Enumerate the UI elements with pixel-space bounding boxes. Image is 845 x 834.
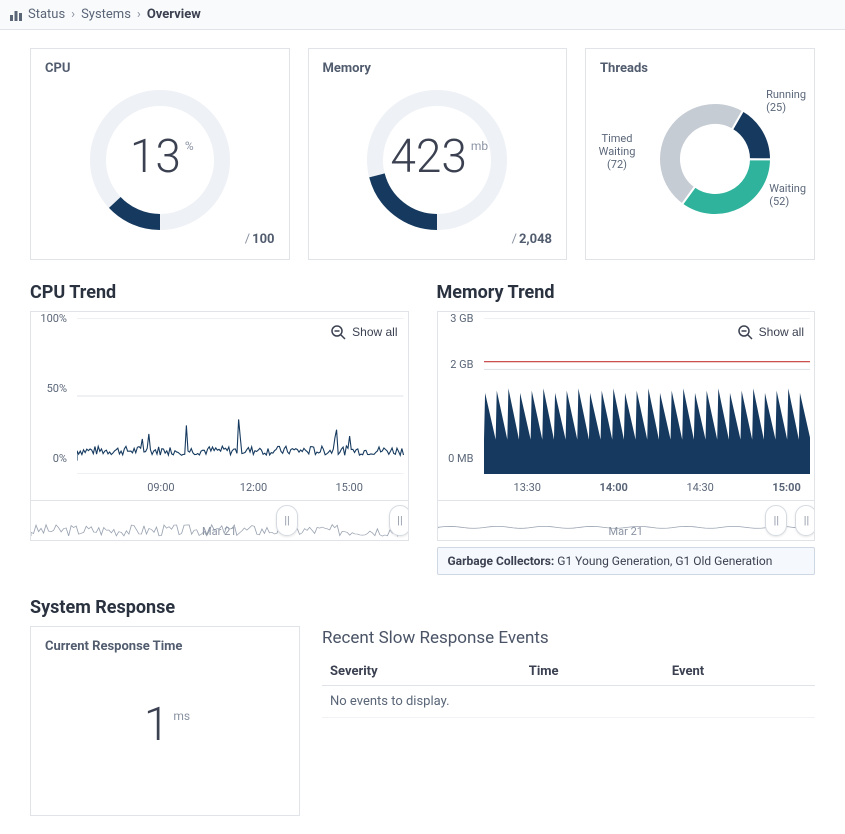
slow-events-title: Recent Slow Response Events (322, 628, 815, 648)
cpu-trend-section: CPU Trend Show all 100%50%0% 09:0012:001… (30, 260, 409, 575)
breadcrumb: Status › Systems › Overview (0, 0, 845, 30)
chart-icon (10, 9, 22, 21)
threads-donut (650, 94, 780, 224)
memory-value: 423 (390, 130, 467, 184)
brush-handle[interactable]: || (389, 505, 409, 536)
memory-of: / 2,048 (323, 232, 553, 247)
memory-trend-chart: Show all 0 MB2 GB3 GB 13:3014:0014:3015:… (437, 311, 816, 501)
brush-handle[interactable]: || (795, 505, 815, 536)
chevron-right-icon: › (71, 7, 75, 22)
breadcrumb-link-systems[interactable]: Systems (81, 7, 131, 22)
cpu-trend-chart: Show all 100%50%0% 09:0012:0015:00 (30, 311, 409, 501)
response-time-value: 1 (144, 698, 170, 752)
events-col-severity[interactable]: Severity (322, 658, 521, 686)
breadcrumb-link-status[interactable]: Status (28, 7, 65, 22)
response-time-card: Current Response Time 1ms (30, 626, 300, 816)
memory-unit: mb (471, 139, 488, 153)
system-response-title: System Response (30, 597, 815, 618)
events-col-time[interactable]: Time (521, 658, 664, 686)
cpu-of: / 100 (45, 232, 275, 247)
memory-trend-brush[interactable]: Mar 21 || || (437, 501, 816, 541)
events-col-event[interactable]: Event (664, 658, 815, 686)
threads-label-waiting: Waiting(52) (769, 182, 806, 208)
cpu-card: CPU 13% / 100 (30, 48, 290, 260)
cpu-value: 13 (130, 130, 181, 184)
response-time-label: Current Response Time (45, 639, 285, 654)
response-time-unit: ms (173, 709, 190, 723)
breadcrumb-current: Overview (147, 7, 201, 22)
slow-events-table: Severity Time Event No events to display… (322, 658, 815, 718)
threads-card: Threads Running(25) Waiting(52) Timed Wa… (585, 48, 815, 260)
brush-handle[interactable]: || (765, 505, 787, 536)
threads-title: Threads (600, 61, 800, 76)
memory-brush-label: Mar 21 (609, 525, 643, 538)
memory-card: Memory 423 mb / 2,048 (308, 48, 568, 260)
gc-note: Garbage Collectors: G1 Young Generation,… (437, 547, 816, 575)
memory-trend-section: Memory Trend Show all 0 MB2 GB3 GB 13:30… (437, 260, 816, 575)
cpu-trend-title: CPU Trend (30, 282, 409, 303)
memory-title: Memory (323, 61, 553, 76)
cpu-brush-label: Mar 21 (202, 525, 236, 538)
events-empty-message: No events to display. (322, 686, 815, 718)
brush-handle[interactable]: || (276, 505, 298, 536)
chevron-right-icon: › (137, 7, 141, 22)
slow-events-section: Recent Slow Response Events Severity Tim… (322, 626, 815, 816)
cpu-trend-brush[interactable]: Mar 21 || || (30, 501, 409, 541)
memory-trend-title: Memory Trend (437, 282, 816, 303)
threads-label-timed-waiting: Timed Waiting(72) (594, 132, 640, 172)
cpu-title: CPU (45, 61, 275, 76)
threads-label-running: Running(25) (766, 88, 806, 114)
cpu-unit: % (185, 139, 194, 153)
